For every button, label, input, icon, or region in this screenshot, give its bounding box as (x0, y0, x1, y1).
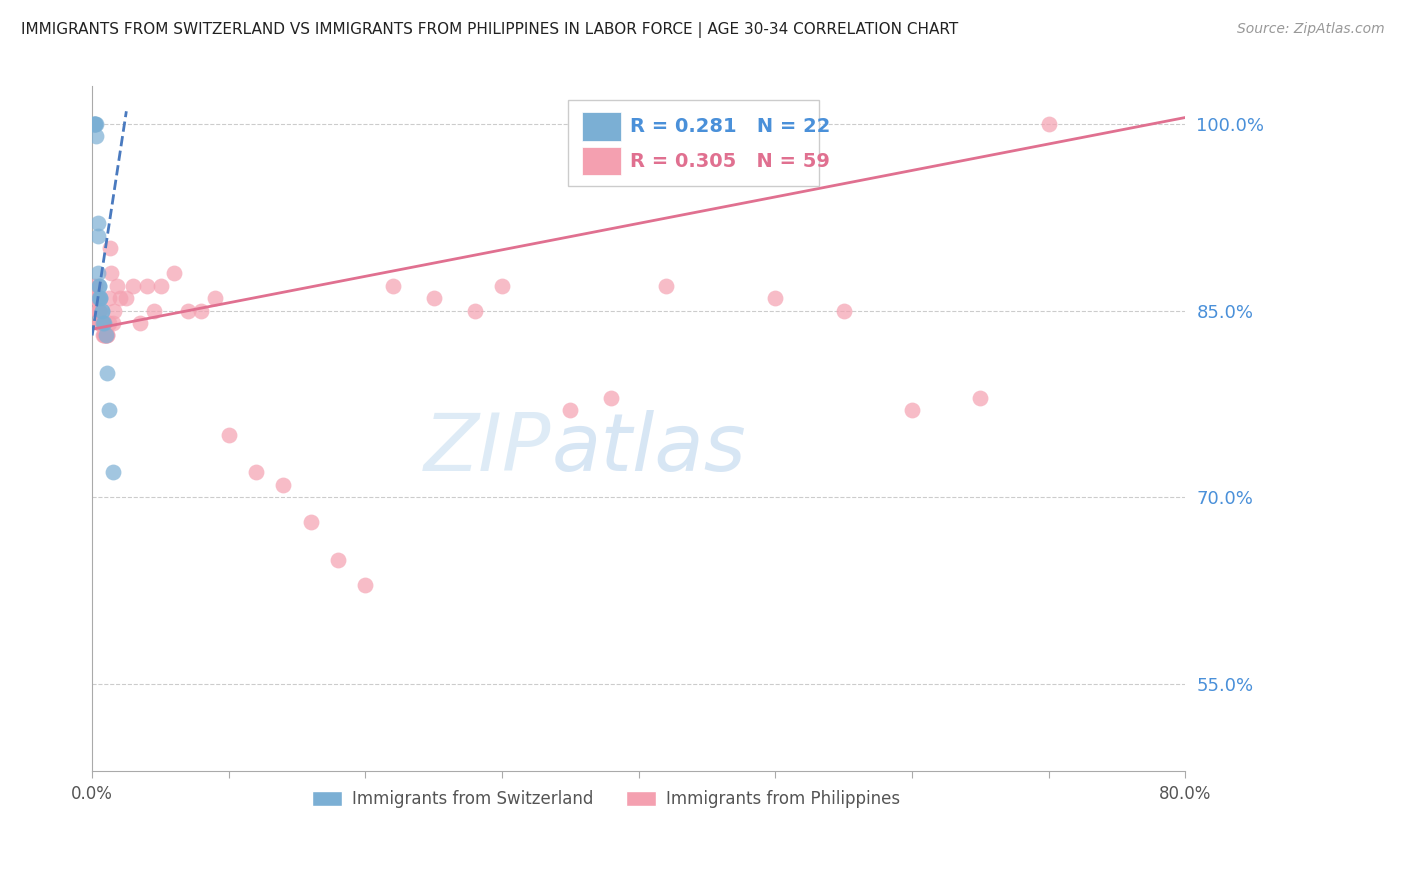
FancyBboxPatch shape (568, 100, 820, 186)
Point (326, 552, 349, 566)
Point (94, 328, 117, 343)
Point (299, 516, 322, 530)
Point (87, 291, 110, 305)
Point (84, 129, 107, 144)
Point (204, 291, 226, 305)
Text: ZIP: ZIP (425, 410, 551, 489)
Point (86, 228, 108, 243)
Point (190, 303, 212, 318)
Point (84, 117, 107, 131)
Point (90, 316, 112, 330)
Point (129, 316, 152, 330)
Point (103, 303, 125, 318)
Point (969, 391, 991, 405)
Point (491, 278, 513, 293)
Point (86, 291, 108, 305)
Point (84, 278, 107, 293)
FancyBboxPatch shape (582, 146, 621, 176)
Point (96, 328, 118, 343)
Point (89, 316, 111, 330)
Point (901, 403, 924, 417)
Point (90, 303, 112, 318)
Point (765, 291, 787, 305)
Point (86, 216, 108, 230)
Point (87, 303, 110, 318)
Point (89, 316, 111, 330)
Point (560, 403, 582, 417)
Point (149, 278, 172, 293)
Point (101, 466, 124, 480)
Text: R = 0.281   N = 22: R = 0.281 N = 22 (630, 117, 831, 136)
Point (87, 303, 110, 318)
Point (87, 303, 110, 318)
Point (90, 303, 112, 318)
Point (354, 577, 377, 591)
Point (1038, 117, 1060, 131)
Point (96, 328, 118, 343)
Point (600, 391, 623, 405)
Point (97, 316, 120, 330)
Point (423, 291, 446, 305)
Point (655, 278, 678, 293)
Point (84, 291, 107, 305)
Point (101, 316, 124, 330)
Point (163, 266, 186, 280)
Text: atlas: atlas (551, 410, 747, 489)
Point (94, 328, 117, 343)
Point (89, 316, 111, 330)
Point (122, 278, 145, 293)
Point (245, 466, 267, 480)
Point (84, 117, 107, 131)
Point (90, 316, 112, 330)
Point (832, 303, 855, 318)
Point (115, 291, 138, 305)
Point (90, 316, 112, 330)
Point (98, 241, 121, 255)
Text: R = 0.305   N = 59: R = 0.305 N = 59 (630, 152, 830, 170)
Point (177, 303, 200, 318)
Point (108, 291, 131, 305)
Point (89, 291, 111, 305)
Point (218, 428, 240, 442)
Point (96, 366, 118, 380)
Point (464, 303, 486, 318)
Point (86, 303, 108, 318)
Legend: Immigrants from Switzerland, Immigrants from Philippines: Immigrants from Switzerland, Immigrants … (305, 783, 907, 814)
Point (273, 478, 295, 492)
Point (97, 403, 120, 417)
Point (87, 278, 110, 293)
Text: Source: ZipAtlas.com: Source: ZipAtlas.com (1237, 22, 1385, 37)
Point (87, 316, 110, 330)
Point (83, 117, 105, 131)
Point (105, 278, 128, 293)
Point (93, 316, 115, 330)
Point (135, 278, 157, 293)
Point (84, 117, 107, 131)
Point (97, 291, 120, 305)
Point (142, 303, 165, 318)
Text: IMMIGRANTS FROM SWITZERLAND VS IMMIGRANTS FROM PHILIPPINES IN LABOR FORCE | AGE : IMMIGRANTS FROM SWITZERLAND VS IMMIGRANT… (21, 22, 959, 38)
Point (89, 291, 111, 305)
Point (84, 291, 107, 305)
Point (381, 278, 404, 293)
Point (94, 328, 117, 343)
Point (86, 266, 108, 280)
Point (83, 117, 105, 131)
Point (87, 278, 110, 293)
Point (91, 328, 114, 343)
Point (93, 328, 115, 343)
Point (91, 316, 114, 330)
FancyBboxPatch shape (582, 112, 621, 141)
Point (91, 316, 114, 330)
Point (100, 266, 122, 280)
Point (93, 328, 115, 343)
